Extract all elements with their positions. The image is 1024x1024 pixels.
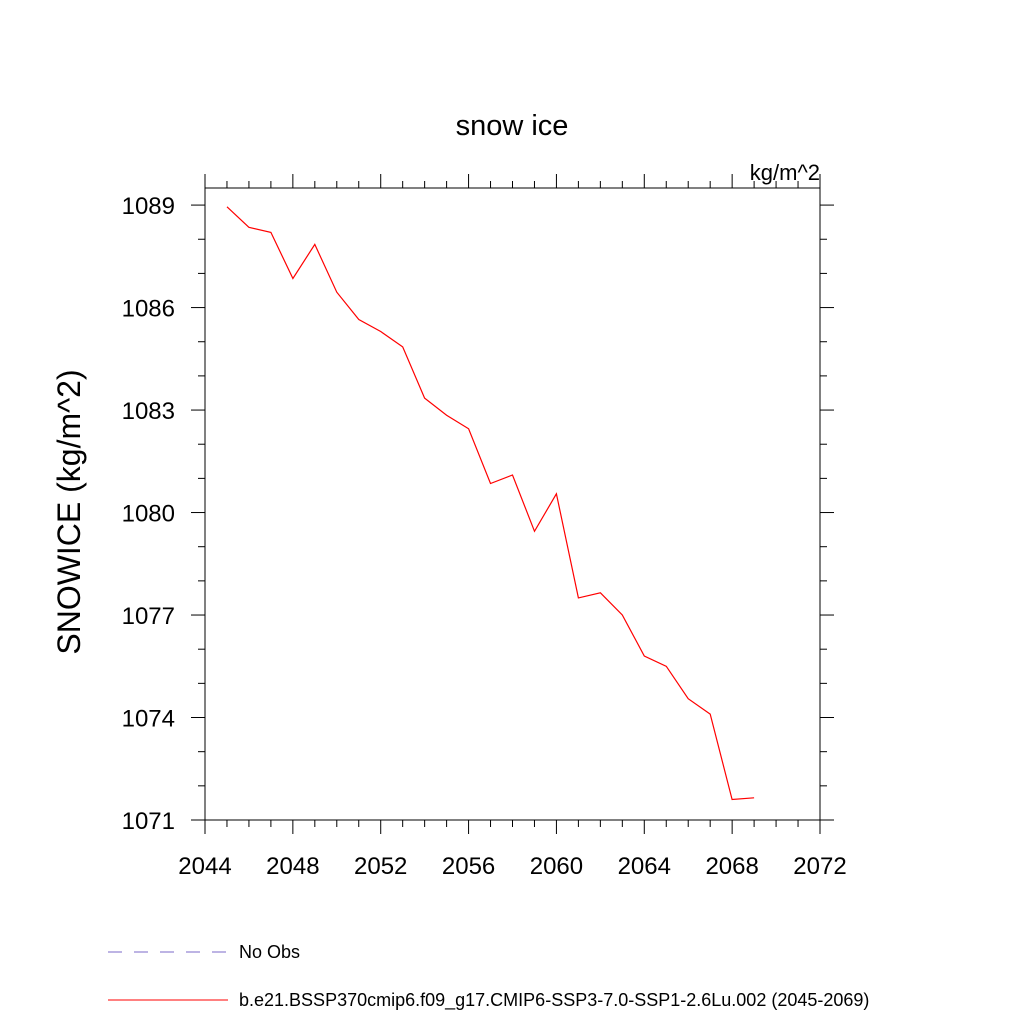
x-tick-label: 2068 <box>705 853 758 880</box>
y-tick-label: 1071 <box>122 808 175 835</box>
x-tick-label: 2044 <box>178 853 231 880</box>
y-tick-label: 1077 <box>122 603 175 630</box>
legend-label: No Obs <box>239 942 300 962</box>
y-tick-label: 1086 <box>122 296 175 323</box>
x-tick-label: 2060 <box>530 853 583 880</box>
y-tick-label: 1080 <box>122 501 175 528</box>
y-tick-label: 1083 <box>122 398 175 425</box>
legend-label: b.e21.BSSP370cmip6.f09_g17.CMIP6-SSP3-7.… <box>239 990 869 1011</box>
x-tick-label: 2048 <box>266 853 319 880</box>
x-tick-label: 2064 <box>618 853 671 880</box>
tick-labels: 2044 2048 2052 2056 2060 2064 2068 2072 1071 1074… <box>122 193 847 880</box>
x-tick-label: 2072 <box>793 853 846 880</box>
x-tick-label: 2056 <box>442 853 495 880</box>
legend: No Obs b.e21.BSSP370cmip6.f09_g17.CMIP6-S… <box>108 942 869 1011</box>
y-tick-label: 1089 <box>122 193 175 220</box>
plot-frame <box>204 187 821 821</box>
chart-title: snow ice <box>456 110 569 142</box>
series-line-1 <box>226 206 755 801</box>
y-tick-label: 1074 <box>122 706 175 733</box>
y-axis-label: SNOWICE (kg/m^2) <box>51 369 87 654</box>
units-label: kg/m^2 <box>750 160 820 185</box>
series-layer <box>226 206 755 801</box>
axis-ticks <box>191 174 834 834</box>
x-tick-label: 2052 <box>354 853 407 880</box>
